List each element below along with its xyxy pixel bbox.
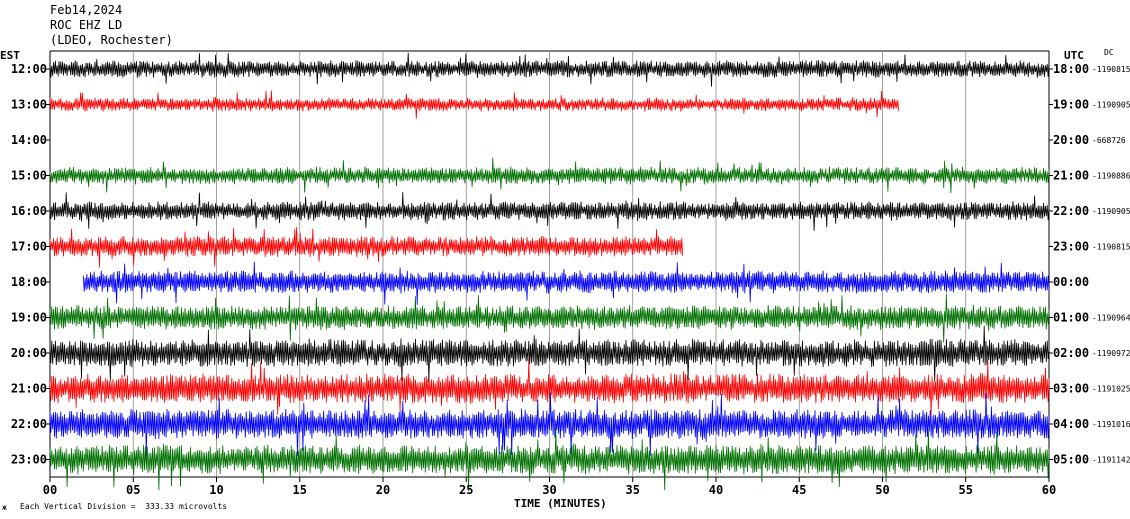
x-tick-label: 25 bbox=[459, 483, 473, 497]
x-tick-label: 20 bbox=[376, 483, 390, 497]
dc-offset-label: -668726 bbox=[1092, 136, 1126, 145]
est-hour-label: 14:00 bbox=[11, 133, 47, 147]
scale-icon: ж bbox=[2, 503, 7, 512]
dc-offset-label: -1190905 bbox=[1092, 207, 1130, 216]
est-hour-label: 15:00 bbox=[11, 169, 47, 183]
seismic-trace bbox=[49, 90, 900, 119]
x-tick-label: 55 bbox=[959, 483, 973, 497]
seismic-trace bbox=[49, 359, 1050, 417]
seismic-trace bbox=[49, 428, 1050, 492]
x-tick-label: 45 bbox=[792, 483, 806, 497]
x-tick-label: 35 bbox=[626, 483, 640, 497]
x-tick-label: 30 bbox=[542, 483, 556, 497]
dc-label: DC bbox=[1104, 48, 1114, 57]
seismic-trace bbox=[82, 261, 1050, 305]
est-hour-label: 19:00 bbox=[11, 311, 47, 325]
utc-hour-label: 21:00 bbox=[1053, 169, 1089, 183]
utc-hour-label: 00:00 bbox=[1053, 275, 1089, 289]
dc-offset-label: -1191142 bbox=[1092, 456, 1130, 465]
est-hour-label: 18:00 bbox=[11, 275, 47, 289]
seismic-trace bbox=[49, 157, 1050, 194]
x-tick-label: 05 bbox=[126, 483, 140, 497]
est-hour-label: 13:00 bbox=[11, 98, 47, 112]
scale-note: Each Vertical Division = 333.33 microvol… bbox=[20, 502, 228, 511]
utc-hour-label: 23:00 bbox=[1053, 240, 1089, 254]
seismic-trace bbox=[49, 293, 1050, 343]
record-date: Feb14,2024 bbox=[50, 3, 123, 17]
est-hour-label: 20:00 bbox=[11, 346, 47, 360]
utc-hour-label: 18:00 bbox=[1053, 62, 1089, 76]
seismic-trace bbox=[49, 392, 1050, 457]
dc-offset-label: -1190886 bbox=[1092, 172, 1130, 181]
x-tick-label: 00 bbox=[43, 483, 57, 497]
utc-hour-label: 22:00 bbox=[1053, 204, 1089, 218]
dc-offset-label: -1191025 bbox=[1092, 385, 1130, 394]
dc-offset-label: -1191016 bbox=[1092, 420, 1130, 429]
utc-hour-label: 19:00 bbox=[1053, 98, 1089, 112]
x-tick-label: 40 bbox=[709, 483, 723, 497]
utc-axis-label: UTC bbox=[1064, 49, 1084, 62]
station-location: (LDEO, Rochester) bbox=[50, 33, 173, 47]
seismic-trace bbox=[49, 227, 684, 268]
dc-offset-label: -1190815 bbox=[1092, 243, 1130, 252]
dc-offset-label: -1190964 bbox=[1092, 314, 1130, 323]
seismic-trace bbox=[49, 192, 1050, 231]
x-tick-label: 60 bbox=[1042, 483, 1056, 497]
x-tick-label: 50 bbox=[875, 483, 889, 497]
est-axis-label: EST bbox=[0, 49, 20, 62]
dc-offset-label: -1190972 bbox=[1092, 349, 1130, 358]
x-axis-title: TIME (MINUTES) bbox=[514, 497, 607, 510]
est-hour-label: 23:00 bbox=[11, 453, 47, 467]
est-hour-label: 16:00 bbox=[11, 204, 47, 218]
x-tick-label: 15 bbox=[293, 483, 307, 497]
seismic-trace bbox=[49, 52, 1050, 87]
est-hour-label: 12:00 bbox=[11, 62, 47, 76]
utc-hour-label: 20:00 bbox=[1053, 133, 1089, 147]
dc-offset-label: -1190905 bbox=[1092, 101, 1130, 110]
seismic-traces bbox=[49, 52, 1050, 492]
station-code: ROC EHZ LD bbox=[50, 18, 123, 32]
x-tick-label: 10 bbox=[209, 483, 223, 497]
utc-hour-label: 05:00 bbox=[1053, 453, 1089, 467]
est-hour-label: 21:00 bbox=[11, 382, 47, 396]
time-axis: 00 05 10 15 20 25 30 35 40 45 50 55 60 bbox=[43, 477, 1056, 497]
est-hour-label: 22:00 bbox=[11, 417, 47, 431]
utc-hour-label: 03:00 bbox=[1053, 382, 1089, 396]
utc-hour-label: 02:00 bbox=[1053, 346, 1089, 360]
est-hour-label: 17:00 bbox=[11, 240, 47, 254]
seismic-trace bbox=[49, 325, 1050, 383]
dc-offset-label: -1190815 bbox=[1092, 65, 1130, 74]
utc-hour-label: 04:00 bbox=[1053, 417, 1089, 431]
utc-hour-label: 01:00 bbox=[1053, 311, 1089, 325]
